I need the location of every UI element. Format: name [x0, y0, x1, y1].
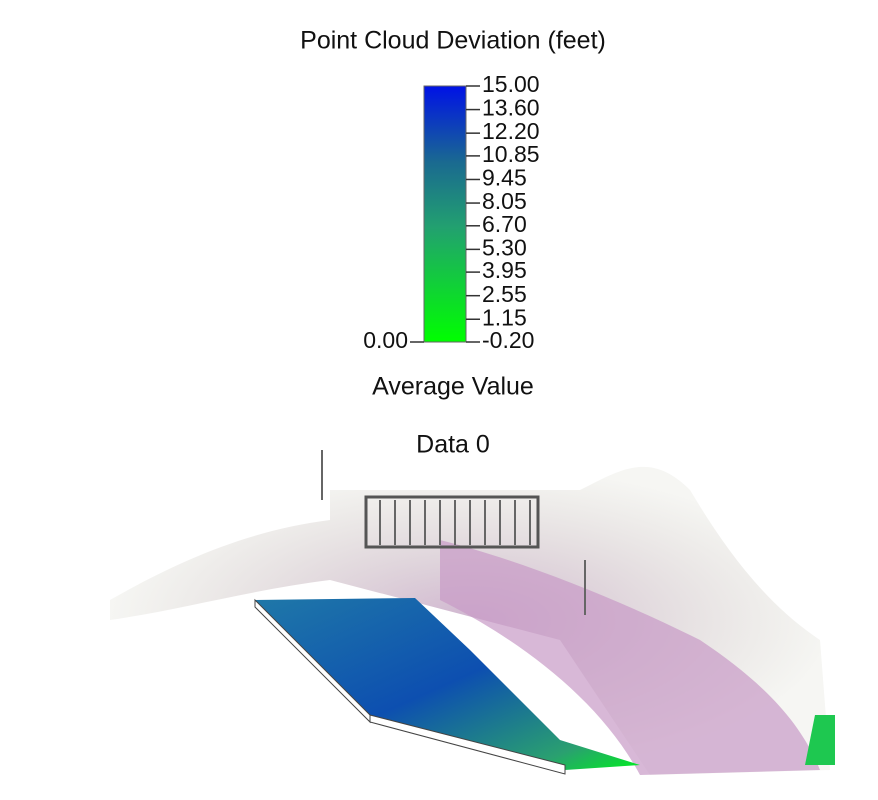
tick-label: 9.45 [482, 165, 527, 191]
tick-label: 13.60 [482, 95, 540, 121]
tick-label: 3.95 [482, 257, 527, 283]
tick-label: 10.85 [482, 141, 540, 167]
colorbar-caption: Average Value [372, 373, 534, 401]
left-tick-label: 0.00 [363, 327, 408, 353]
tick-label: 1.15 [482, 304, 527, 330]
tick-label: 2.55 [482, 281, 527, 307]
tick-label: 6.70 [482, 211, 527, 237]
tick-label: 5.30 [482, 234, 527, 260]
tick-label: 15.00 [482, 71, 540, 97]
tick-label: 8.05 [482, 188, 527, 214]
colorbar [423, 85, 467, 343]
dataset-label: Data 0 [416, 431, 490, 459]
tick-label: 12.20 [482, 118, 540, 144]
tick-label: -0.20 [482, 327, 534, 353]
point-cloud [110, 450, 835, 775]
colorbar-title: Point Cloud Deviation (feet) [300, 27, 606, 55]
